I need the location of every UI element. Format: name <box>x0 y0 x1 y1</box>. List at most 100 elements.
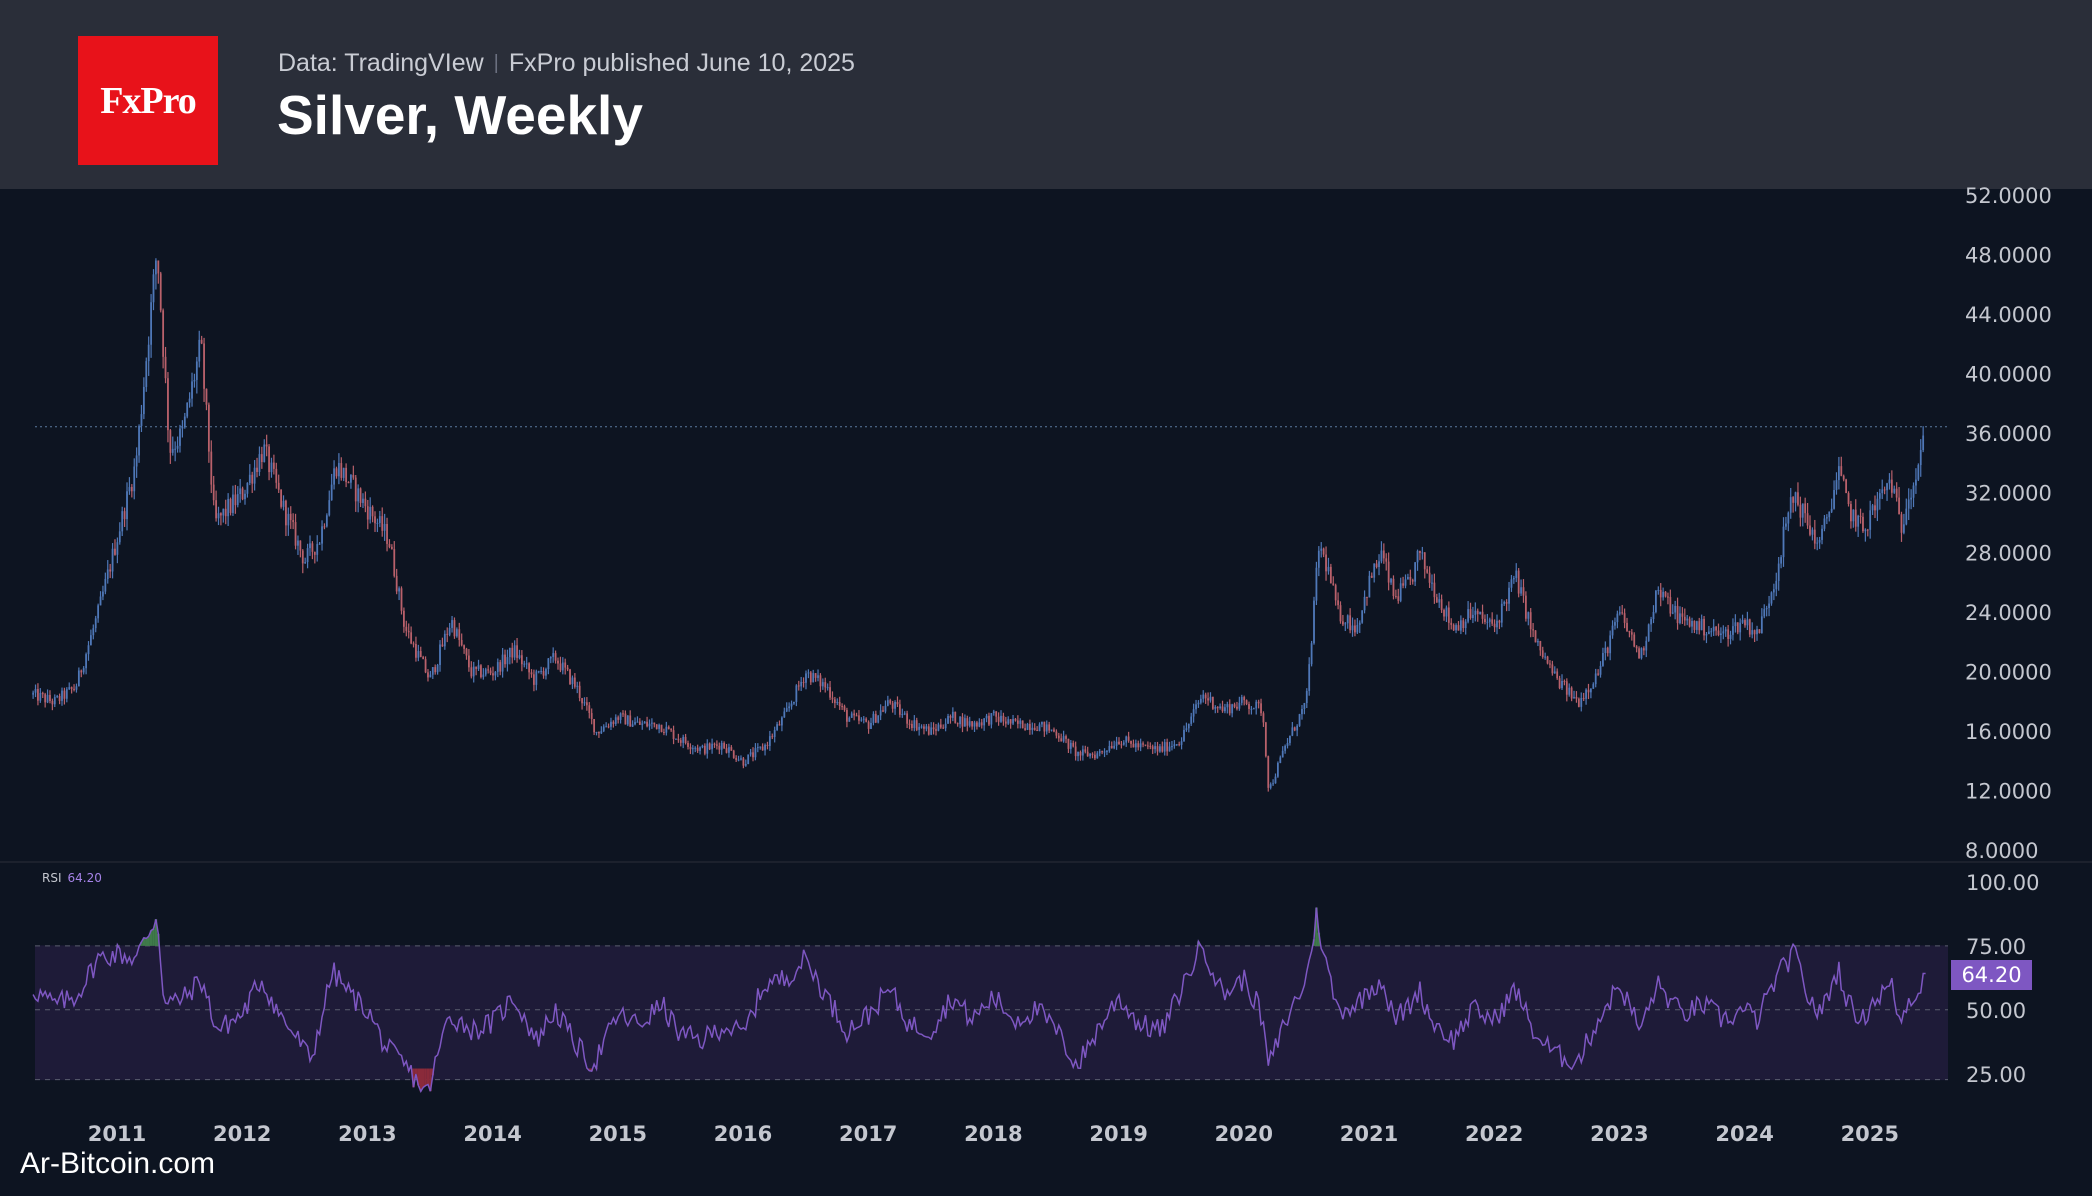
candle-body <box>246 482 249 494</box>
candle-body <box>1110 746 1113 749</box>
candle-body <box>1546 656 1549 664</box>
candle-body <box>1496 620 1498 628</box>
candle-body <box>1276 762 1279 777</box>
candle-body <box>443 633 446 647</box>
candle-body <box>390 546 393 550</box>
candle-body <box>1120 744 1123 746</box>
candle-body <box>419 651 422 657</box>
candle-body <box>80 670 83 673</box>
candle-body <box>860 719 863 721</box>
candle-body <box>1575 696 1578 699</box>
candle-body <box>1407 576 1409 580</box>
candle-body <box>1101 751 1104 753</box>
candle-body <box>932 727 935 730</box>
candle-body <box>1180 741 1183 745</box>
candle-body <box>477 665 480 669</box>
candle-body <box>340 463 343 478</box>
candle-body <box>824 682 827 688</box>
candle-body <box>540 671 543 673</box>
candle-body <box>742 758 745 766</box>
candle-body <box>321 526 323 544</box>
candle-body <box>123 511 126 520</box>
candle-body <box>1801 503 1804 518</box>
candle-body <box>133 466 136 492</box>
candle-body <box>494 671 497 676</box>
candle-body <box>1512 578 1515 580</box>
candle-body <box>549 656 552 659</box>
candle-body <box>403 610 405 627</box>
candle-body <box>1041 721 1043 725</box>
candle-body <box>1303 703 1306 710</box>
candle-body <box>1219 706 1222 709</box>
candle-body <box>898 704 901 715</box>
candle-body <box>150 302 152 345</box>
candle-body <box>1789 497 1792 513</box>
candle-body <box>34 689 37 693</box>
candle-body <box>1274 776 1277 784</box>
candle-body <box>1878 493 1881 499</box>
candle-body <box>665 726 668 733</box>
candle-body <box>68 687 71 690</box>
candle-body <box>1842 475 1845 480</box>
candle-body <box>1356 624 1359 633</box>
candle-body <box>111 548 114 572</box>
candle-body <box>1421 552 1424 554</box>
candle-body <box>894 701 896 709</box>
candle-body <box>850 713 853 718</box>
candle-body <box>1438 599 1441 603</box>
candle-body <box>1221 706 1224 712</box>
candle-body <box>1640 648 1643 659</box>
candle-body <box>1859 515 1862 517</box>
price-y-axis: 52.0000 48.0000 44.0000 40.0000 36.0000 32.00… <box>1965 184 2052 863</box>
candle-body <box>198 339 201 362</box>
candle-body <box>1301 709 1303 715</box>
candle-body <box>1729 634 1732 639</box>
candle-body <box>802 681 805 683</box>
published-date: FxPro published June 10, 2025 <box>508 49 855 77</box>
candle-body <box>1642 648 1645 651</box>
candle-body <box>1652 611 1655 620</box>
candle-body <box>1626 622 1628 631</box>
candle-body <box>947 716 949 724</box>
candle-body <box>1486 621 1489 623</box>
candle-body <box>44 694 47 703</box>
candle-body <box>764 744 766 751</box>
candle-body <box>699 747 701 751</box>
candle-body <box>87 645 90 655</box>
candle-body <box>381 516 384 531</box>
candle-body <box>1216 706 1219 709</box>
candle-body <box>1818 539 1821 543</box>
candle-body <box>1628 630 1631 633</box>
candle-body <box>708 743 711 750</box>
candle-body <box>73 688 75 690</box>
candle-body <box>1269 784 1272 788</box>
candle-body <box>1866 529 1869 531</box>
year-label: 2018 <box>964 1122 1022 1146</box>
candle-body <box>1681 613 1684 617</box>
candle-body <box>576 685 579 687</box>
candle-body <box>268 446 270 473</box>
candle-body <box>694 747 697 749</box>
candle-body <box>703 745 706 754</box>
candle-body <box>285 500 287 526</box>
candle-body <box>602 726 605 732</box>
candle-body <box>1840 466 1843 476</box>
candle-body <box>1722 631 1725 634</box>
candle-body <box>557 660 559 664</box>
candle-body <box>1493 623 1496 628</box>
candle-body <box>1255 701 1258 709</box>
rsi-tick-label: 50.00 <box>1966 999 2026 1023</box>
candle-body <box>771 736 774 738</box>
price-tick-label: 12.0000 <box>1965 779 2052 803</box>
candle-body <box>706 743 709 754</box>
candle-body <box>251 474 254 484</box>
price-tick-label: 28.0000 <box>1965 541 2052 565</box>
candle-body <box>142 386 145 415</box>
candle-body <box>783 711 786 718</box>
candle-body <box>1691 621 1693 627</box>
candle-body <box>1339 605 1342 622</box>
candle-body <box>58 696 61 701</box>
candle-body <box>371 506 374 517</box>
candle-body <box>923 726 925 729</box>
